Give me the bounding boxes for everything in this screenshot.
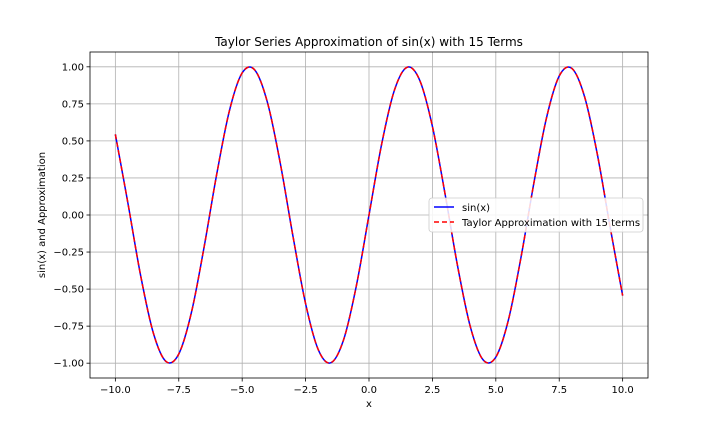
x-tick-label: −5.0: [230, 385, 254, 396]
y-tick-label: −1.00: [53, 359, 84, 370]
x-tick-label: −2.5: [293, 385, 317, 396]
y-tick-label: −0.25: [53, 248, 84, 259]
legend: sin(x) Taylor Approximation with 15 term…: [428, 197, 644, 233]
x-axis-label: x: [366, 399, 372, 410]
x-tick-label: −7.5: [167, 385, 191, 396]
legend-label-sin: sin(x): [462, 203, 490, 214]
y-tick-label: 0.00: [62, 211, 84, 222]
y-tick-label: 0.50: [62, 136, 84, 147]
chart-title: Taylor Series Approximation of sin(x) wi…: [214, 35, 523, 49]
x-tick-label: 2.5: [424, 385, 440, 396]
legend-label-taylor: Taylor Approximation with 15 terms: [461, 218, 640, 229]
x-tick-label: 5.0: [488, 385, 504, 396]
x-tick-label: 0.0: [361, 385, 377, 396]
y-tick-label: −0.50: [53, 285, 84, 296]
y-tick-label: 1.00: [62, 62, 84, 73]
series-line-taylor: [114, 66, 624, 364]
series-lines: [114, 66, 624, 364]
x-tick-label: −10.0: [100, 385, 131, 396]
legend-box: [428, 197, 644, 233]
y-axis-label: sin(x) and Approximation: [37, 152, 48, 278]
x-tick-label: 10.0: [612, 385, 634, 396]
y-tick-label: 0.25: [62, 173, 84, 184]
y-tick-label: 0.75: [62, 99, 84, 110]
x-axis-ticks: −10.0 −7.5 −5.0 −2.5 0.0 2.5 5.0 7.5 10.0: [100, 378, 634, 396]
y-tick-label: −0.75: [53, 322, 84, 333]
x-tick-label: 7.5: [551, 385, 567, 396]
y-axis-ticks: −1.00 −0.75 −0.50 −0.25 0.00 0.25 0.50 0.75 1.00: [53, 62, 90, 370]
